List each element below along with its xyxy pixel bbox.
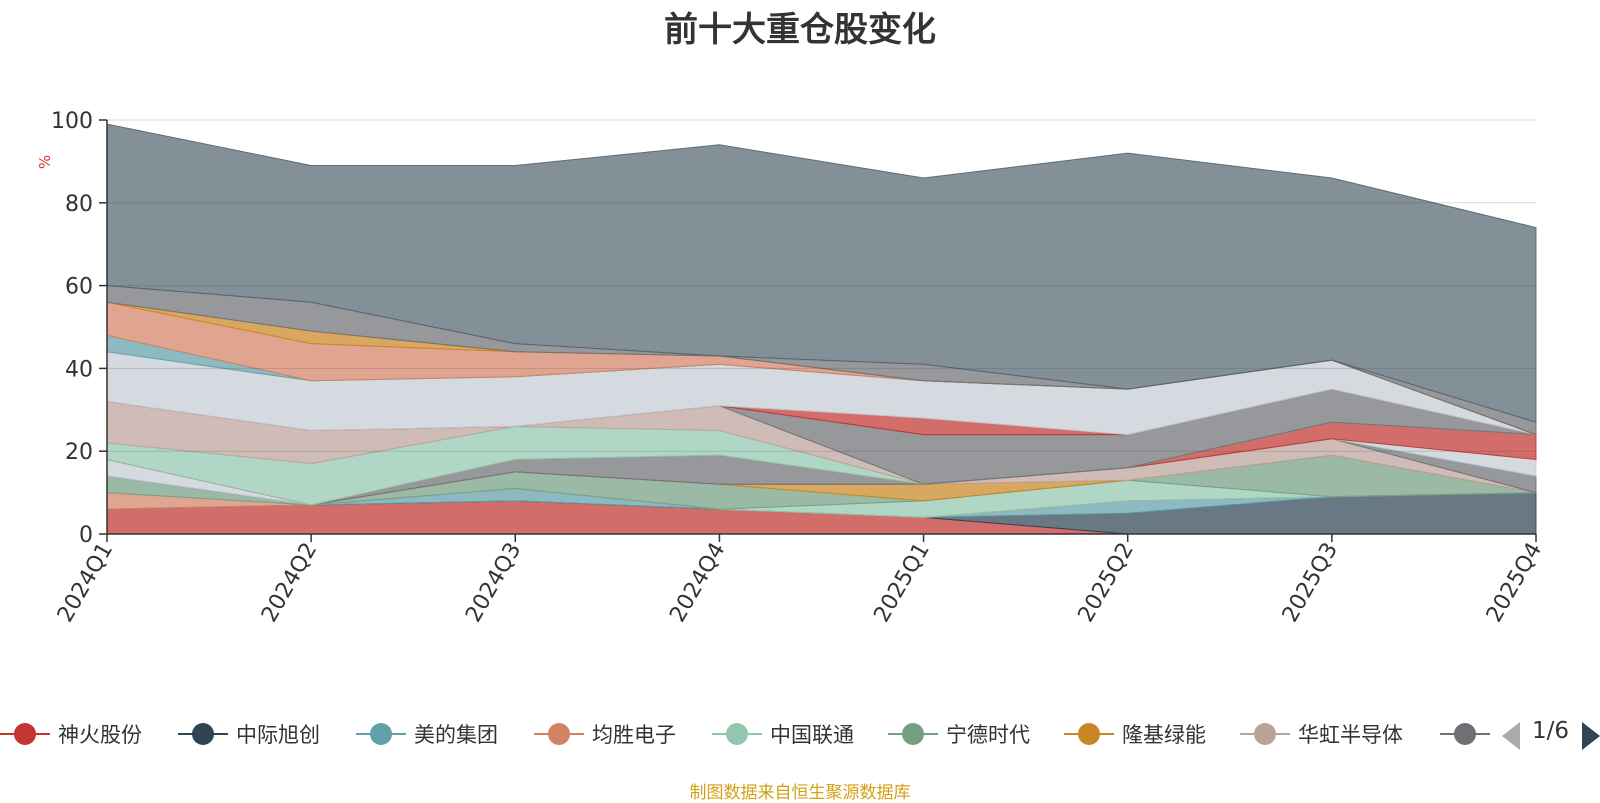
legend-label: 神火股份 bbox=[58, 723, 142, 747]
x-tick-label: 2024Q4 bbox=[665, 539, 730, 627]
area-series-21 bbox=[106, 123, 1537, 423]
legend-marker-icon bbox=[1440, 722, 1490, 746]
legend-item[interactable]: 神火股份 bbox=[0, 712, 142, 756]
legend-marker-dot bbox=[1078, 723, 1100, 745]
legend-marker-dot bbox=[370, 723, 392, 745]
legend-marker-dot bbox=[726, 723, 748, 745]
legend-marker-icon bbox=[1240, 722, 1290, 746]
y-tick-label: 40 bbox=[65, 357, 93, 382]
legend-marker-dot bbox=[1454, 723, 1476, 745]
y-tick-label: 100 bbox=[51, 109, 93, 134]
legend-marker-dot bbox=[14, 723, 36, 745]
legend-marker-icon bbox=[0, 722, 50, 746]
legend-item[interactable]: 华虹半导体 bbox=[1240, 712, 1403, 756]
legend-item[interactable]: 宁德时代 bbox=[888, 712, 1030, 756]
legend-next-page-icon[interactable] bbox=[1582, 722, 1600, 750]
legend-marker-icon bbox=[356, 722, 406, 746]
legend-marker-icon bbox=[712, 722, 762, 746]
legend-marker-dot bbox=[902, 723, 924, 745]
legend-label: 均胜电子 bbox=[592, 723, 676, 747]
y-tick-label: 80 bbox=[65, 192, 93, 217]
legend-marker-icon bbox=[178, 722, 228, 746]
legend-label: 中国联通 bbox=[770, 723, 854, 747]
legend-label: 华虹半导体 bbox=[1298, 723, 1403, 747]
y-axis-unit: % bbox=[36, 155, 54, 169]
chart-title: 前十大重仓股变化 bbox=[664, 10, 936, 50]
legend-item[interactable]: 隆基绿能 bbox=[1064, 712, 1206, 756]
x-tick-label: 2025Q2 bbox=[1074, 539, 1139, 627]
legend-item[interactable]: 中际旭创 bbox=[178, 712, 320, 756]
data-source-note: 制图数据来自恒生聚源数据库 bbox=[689, 783, 911, 803]
legend-label: 宁德时代 bbox=[946, 723, 1030, 747]
x-tick-label: 2024Q1 bbox=[53, 539, 118, 627]
legend-marker-dot bbox=[1254, 723, 1276, 745]
y-axis-label: % bbox=[36, 155, 54, 169]
legend-marker-dot bbox=[548, 723, 570, 745]
legend-label: 美的集团 bbox=[414, 723, 498, 747]
x-tick-label: 2025Q3 bbox=[1278, 539, 1343, 627]
legend-label: 中际旭创 bbox=[236, 723, 320, 747]
legend-item[interactable]: 中国联通 bbox=[712, 712, 854, 756]
x-tick-label: 2025Q1 bbox=[869, 539, 934, 627]
area-series-layer bbox=[106, 123, 1537, 535]
legend-marker-icon bbox=[534, 722, 584, 746]
legend-item[interactable]: 美的集团 bbox=[356, 712, 498, 756]
legend-page-indicator: 1/6 bbox=[1532, 718, 1570, 744]
legend-marker-icon bbox=[888, 722, 938, 746]
x-tick-label: 2024Q3 bbox=[461, 539, 526, 627]
legend: 神火股份 中际旭创 美的集团 均胜电子 中国联通 宁德时代 隆基绿能 华虹半导体 bbox=[0, 712, 1600, 756]
legend-label: 隆基绿能 bbox=[1122, 723, 1206, 747]
legend-item[interactable] bbox=[1440, 712, 1498, 756]
y-tick-label: 0 bbox=[79, 523, 93, 548]
grid-lines bbox=[107, 119, 1536, 452]
x-tick-label: 2024Q2 bbox=[257, 539, 322, 627]
legend-marker-dot bbox=[192, 723, 214, 745]
x-tick-label: 2025Q4 bbox=[1482, 539, 1547, 627]
legend-prev-page-icon[interactable] bbox=[1502, 722, 1520, 750]
legend-item[interactable]: 均胜电子 bbox=[534, 712, 676, 756]
y-tick-label: 20 bbox=[65, 440, 93, 465]
y-tick-label: 60 bbox=[65, 275, 93, 300]
legend-marker-icon bbox=[1064, 722, 1114, 746]
legend-pager: 1/6 bbox=[1502, 712, 1600, 756]
